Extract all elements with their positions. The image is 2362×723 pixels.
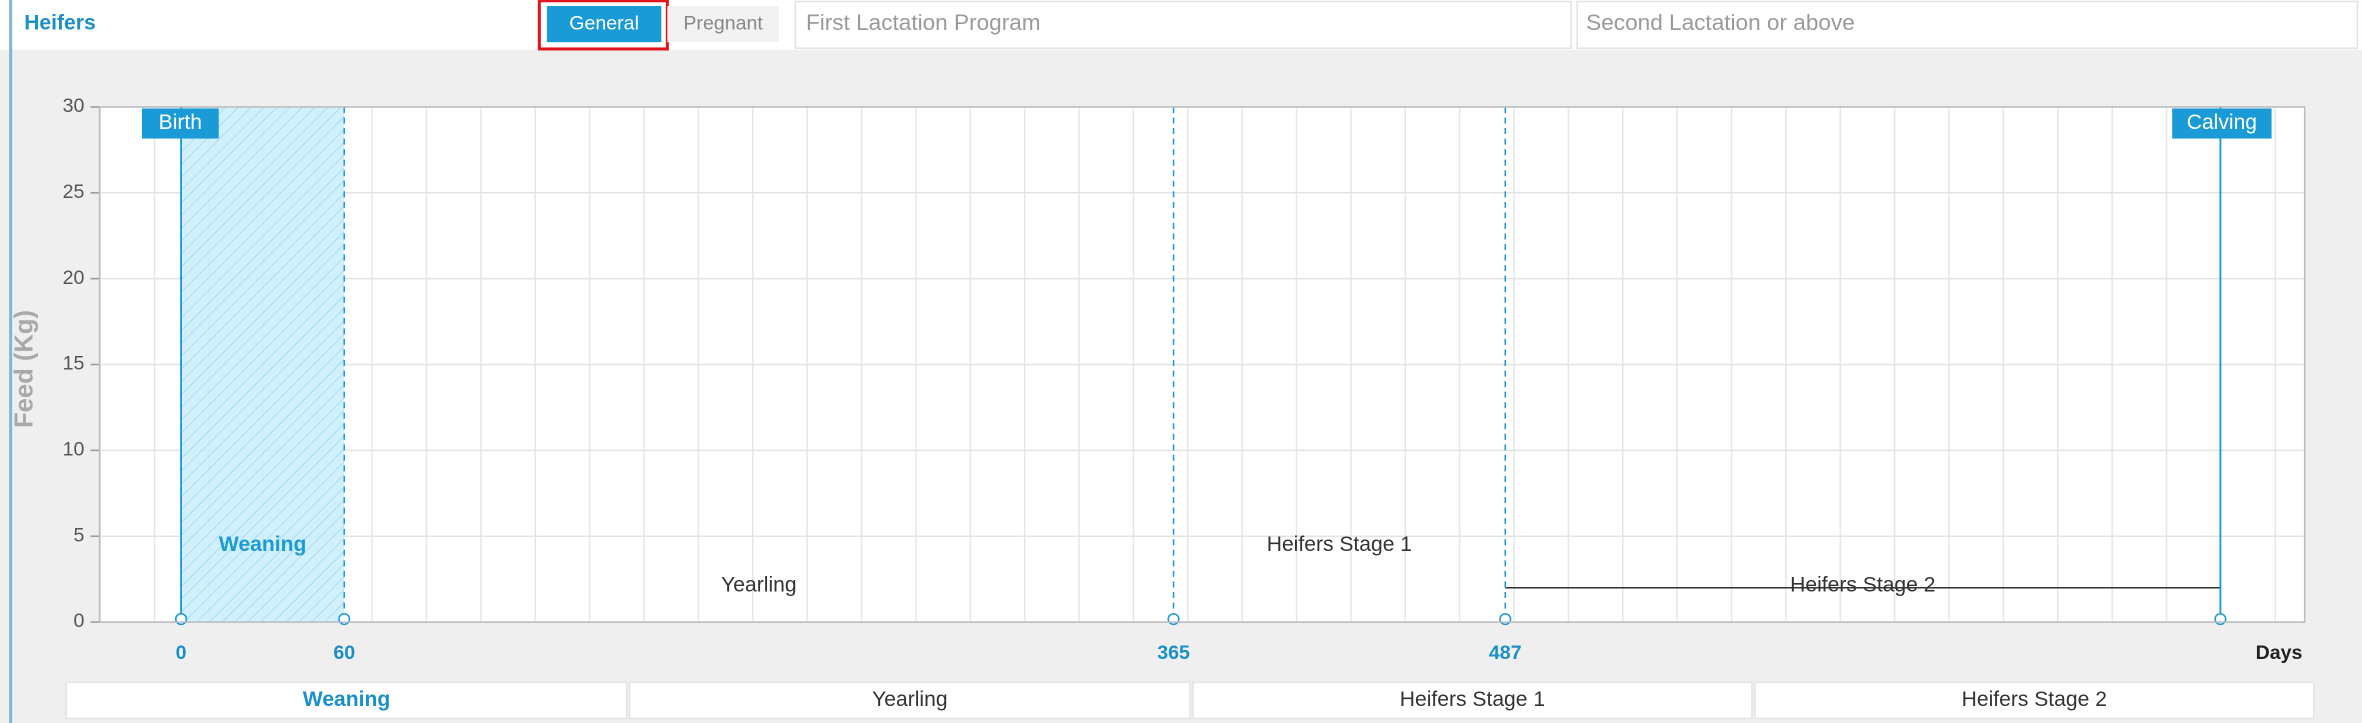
x-tick-label: 60 (333, 642, 355, 664)
table-header-cell[interactable] (1754, 681, 2315, 720)
plot-border (98, 106, 2306, 623)
tab[interactable] (546, 6, 662, 43)
tabs: General Pregnant (537, 0, 779, 51)
table-header-label[interactable]: Heifers Stage 1 (1400, 688, 1545, 711)
table-header-cell[interactable] (1192, 681, 1753, 720)
stage-label: Weaning (219, 533, 306, 556)
y-tick-label: 5 (74, 524, 85, 546)
y-tick-label: 15 (63, 353, 85, 375)
y-tick-label: 20 (63, 267, 85, 289)
tab[interactable] (667, 6, 779, 43)
tab-label[interactable]: Pregnant (683, 12, 763, 34)
y-tick-label: 0 (74, 610, 85, 632)
table-header-label[interactable]: Weaning (303, 688, 390, 711)
chart: 0 5 10 15 20 25 30 Weaning Yearling Heifers Stage… (63, 95, 2305, 664)
stage-label: Heifers Stage 1 (1267, 533, 1412, 556)
stage-band (181, 106, 345, 623)
event-tag (2172, 108, 2272, 139)
program-label[interactable]: Second Lactation or above (1586, 10, 1855, 35)
x-axis-title: Days (2256, 642, 2303, 664)
table-header-cell[interactable] (628, 681, 1191, 720)
stage-label: Yearling (721, 573, 796, 596)
x-tick-label: 365 (1157, 642, 1190, 664)
x-tick-label: 487 (1489, 642, 1522, 664)
stage-table: Weaning Yearling Heifers Stage 1 Heifers St… (65, 681, 2315, 720)
y-axis-title: Feed (Kg) (10, 310, 38, 428)
x-tick-label: 0 (176, 642, 187, 664)
program-field[interactable] (794, 0, 1572, 49)
table-header-label[interactable]: Heifers Stage 2 (1962, 688, 2107, 711)
tab-label[interactable]: General (569, 12, 639, 34)
section-title: Heifers (24, 12, 95, 35)
event-tag (141, 108, 219, 139)
stage-label: Heifers Stage 2 (1790, 573, 1935, 596)
event-label: Calving (2187, 111, 2257, 134)
y-tick-label: 30 (63, 95, 85, 117)
program-field[interactable] (1576, 0, 2359, 49)
table-header-label[interactable]: Yearling (872, 688, 947, 711)
program-label[interactable]: First Lactation Program (806, 10, 1041, 35)
table-header-cell[interactable] (65, 681, 628, 720)
y-tick-label: 10 (63, 439, 85, 461)
y-tick-label: 25 (63, 181, 85, 203)
event-label: Birth (159, 111, 202, 134)
